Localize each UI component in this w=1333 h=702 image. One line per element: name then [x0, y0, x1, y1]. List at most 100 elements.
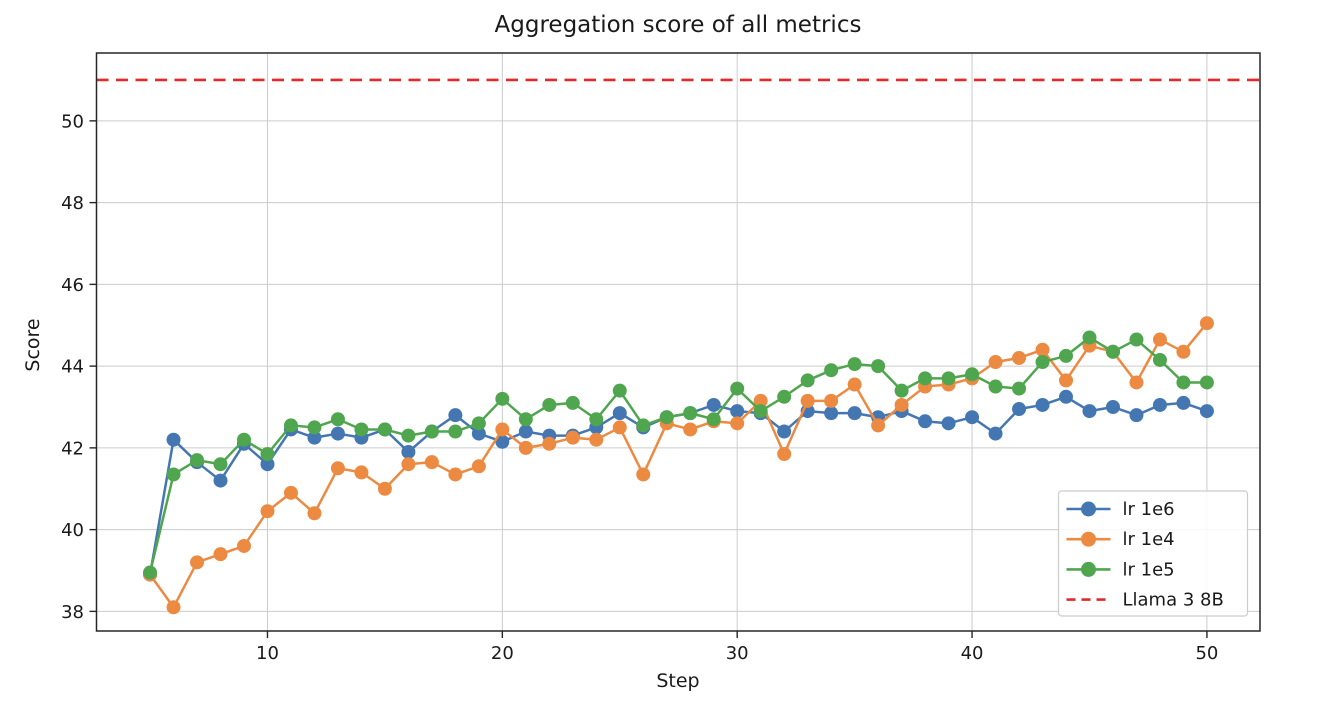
data-point-lr-1e5: [424, 424, 439, 439]
data-point-lr-1e6: [1035, 397, 1050, 412]
data-point-lr-1e5: [1129, 332, 1144, 347]
data-point-lr-1e6: [824, 406, 839, 421]
data-point-lr-1e5: [1176, 375, 1191, 390]
data-point-lr-1e5: [894, 383, 909, 398]
data-point-lr-1e5: [777, 389, 792, 404]
y-tick-label: 46: [61, 275, 84, 296]
legend-item-lr-1e5: lr 1e5: [1066, 559, 1175, 580]
data-point-lr-1e5: [1059, 348, 1074, 363]
y-tick-label: 44: [61, 357, 84, 378]
data-point-lr-1e4: [330, 461, 345, 476]
data-point-lr-1e4: [1176, 344, 1191, 359]
legend-marker-icon: [1081, 561, 1096, 577]
data-point-lr-1e5: [448, 424, 463, 439]
data-point-lr-1e6: [448, 408, 463, 423]
x-axis-label: Step: [656, 670, 700, 692]
legend-marker-icon: [1081, 501, 1096, 517]
data-point-lr-1e6: [847, 406, 862, 421]
data-point-lr-1e5: [824, 363, 839, 378]
data-point-lr-1e6: [612, 406, 627, 421]
data-point-lr-1e6: [706, 397, 721, 412]
data-point-lr-1e5: [589, 412, 604, 427]
legend-item-Llama-3-8B: Llama 3 8B: [1066, 590, 1224, 611]
data-point-lr-1e6: [213, 473, 228, 488]
y-axis-label: Score: [22, 318, 44, 372]
data-point-lr-1e5: [706, 412, 721, 427]
legend-label: Llama 3 8B: [1123, 590, 1224, 611]
data-point-lr-1e5: [636, 418, 651, 433]
data-point-lr-1e4: [1152, 332, 1167, 347]
data-point-lr-1e6: [730, 404, 745, 419]
data-point-lr-1e4: [683, 422, 698, 437]
data-point-lr-1e4: [1035, 342, 1050, 357]
data-point-lr-1e4: [777, 447, 792, 462]
chart-title: Aggregation score of all metrics: [494, 12, 862, 38]
data-point-lr-1e5: [1105, 344, 1120, 359]
data-point-lr-1e4: [424, 455, 439, 470]
data-point-lr-1e4: [166, 600, 181, 615]
y-tick-label: 50: [61, 111, 84, 132]
data-point-lr-1e6: [495, 434, 510, 449]
legend-label: lr 1e5: [1123, 559, 1175, 580]
data-point-lr-1e5: [1199, 375, 1214, 390]
data-point-lr-1e4: [800, 393, 815, 408]
data-point-lr-1e4: [518, 440, 533, 455]
data-point-lr-1e5: [800, 373, 815, 388]
data-point-lr-1e6: [260, 457, 275, 472]
data-point-lr-1e4: [401, 457, 416, 472]
data-point-lr-1e5: [283, 418, 298, 433]
data-point-lr-1e5: [565, 395, 580, 410]
x-tick-label: 50: [1195, 643, 1218, 664]
data-point-lr-1e5: [612, 383, 627, 398]
data-point-lr-1e5: [847, 357, 862, 372]
data-point-lr-1e6: [988, 426, 1003, 441]
data-point-lr-1e6: [918, 414, 933, 429]
data-point-lr-1e5: [965, 367, 980, 382]
data-point-lr-1e4: [894, 397, 909, 412]
data-point-lr-1e6: [330, 426, 345, 441]
data-point-lr-1e5: [143, 565, 158, 580]
data-point-lr-1e6: [1199, 404, 1214, 419]
data-point-lr-1e5: [307, 420, 322, 435]
data-point-lr-1e4: [753, 393, 768, 408]
data-point-lr-1e4: [1129, 375, 1144, 390]
data-point-lr-1e4: [565, 430, 580, 445]
data-point-lr-1e6: [1105, 399, 1120, 414]
data-point-lr-1e4: [988, 355, 1003, 370]
data-point-lr-1e4: [283, 485, 298, 500]
data-point-lr-1e5: [354, 422, 369, 437]
data-point-lr-1e6: [307, 430, 322, 445]
data-point-lr-1e4: [871, 418, 886, 433]
data-point-lr-1e5: [730, 381, 745, 396]
data-point-lr-1e4: [377, 481, 392, 496]
y-tick-label: 40: [61, 520, 84, 541]
data-point-lr-1e4: [589, 432, 604, 447]
y-tick-label: 38: [61, 602, 84, 623]
data-point-lr-1e4: [236, 538, 251, 553]
data-point-lr-1e5: [495, 391, 510, 406]
data-point-lr-1e6: [941, 416, 956, 431]
data-point-lr-1e5: [871, 359, 886, 374]
data-point-lr-1e5: [330, 412, 345, 427]
data-point-lr-1e5: [260, 447, 275, 462]
series-line-lr-1e5: [148, 336, 1207, 573]
data-point-lr-1e5: [542, 397, 557, 412]
data-point-lr-1e4: [824, 393, 839, 408]
data-point-lr-1e5: [1012, 381, 1027, 396]
data-point-lr-1e6: [1012, 402, 1027, 417]
data-point-lr-1e4: [307, 506, 322, 521]
data-point-lr-1e5: [166, 467, 181, 482]
data-point-lr-1e5: [1152, 352, 1167, 367]
data-point-lr-1e5: [190, 453, 205, 468]
data-point-lr-1e6: [518, 424, 533, 439]
data-point-lr-1e5: [1035, 355, 1050, 370]
x-tick-label: 10: [256, 643, 279, 664]
data-point-lr-1e6: [1082, 404, 1097, 419]
data-point-lr-1e6: [1176, 395, 1191, 410]
data-point-lr-1e5: [988, 379, 1003, 394]
x-tick-label: 40: [961, 643, 984, 664]
data-point-lr-1e5: [518, 412, 533, 427]
legend-box: [1057, 490, 1249, 617]
